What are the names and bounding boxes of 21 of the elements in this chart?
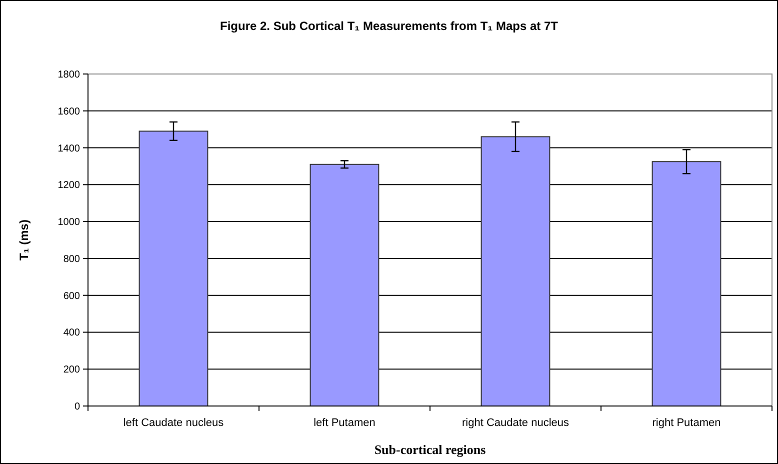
x-axis-title: Sub-cortical regions	[374, 442, 486, 457]
x-tick-label: left Putamen	[314, 417, 376, 429]
x-tick-label: left Caudate nucleus	[123, 417, 224, 429]
y-tick-label: 400	[63, 328, 80, 339]
y-tick-label: 200	[63, 364, 80, 376]
y-axis-title: T₁ (ms)	[17, 220, 31, 260]
bar	[652, 161, 722, 406]
x-tick-label: right Caudate nucleus	[462, 417, 570, 429]
y-tick-label: 1400	[58, 143, 80, 154]
bar	[480, 136, 550, 406]
y-tick-label: 0	[74, 402, 80, 412]
y-tick-label: 1000	[58, 217, 80, 228]
chart-title: Figure 2. Sub Cortical T₁ Measurements from T₁ Maps at 7T	[220, 19, 559, 33]
bar	[310, 164, 380, 406]
y-tick-label: 1600	[58, 106, 80, 118]
y-tick-label: 1800	[58, 70, 80, 80]
y-tick-label: 600	[63, 290, 80, 302]
y-tick-label: 1200	[58, 180, 80, 192]
y-tick-label: 800	[63, 254, 80, 265]
x-tick-label: right Putamen	[652, 417, 721, 429]
bar	[138, 130, 208, 406]
